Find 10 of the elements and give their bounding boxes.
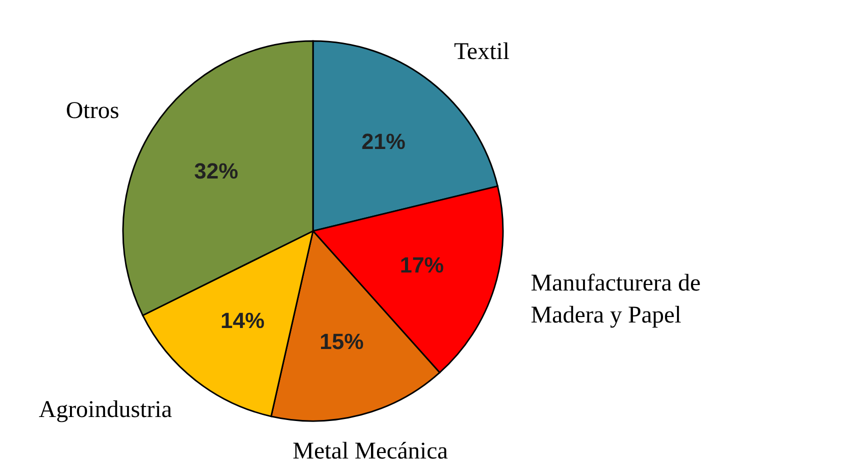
data-label: 15%	[320, 328, 364, 354]
slice-label: Otros	[66, 98, 120, 124]
data-label: 14%	[220, 308, 265, 334]
data-label: 17%	[400, 252, 444, 278]
slice-label: Manufacturera de Madera y Papel	[530, 270, 701, 329]
data-label: 32%	[194, 158, 238, 184]
slice-label: Metal Mecánica	[292, 438, 448, 465]
slice-label: Textil	[454, 38, 510, 65]
data-label: 21%	[361, 128, 406, 154]
slice-label: Agroindustria	[38, 397, 172, 424]
